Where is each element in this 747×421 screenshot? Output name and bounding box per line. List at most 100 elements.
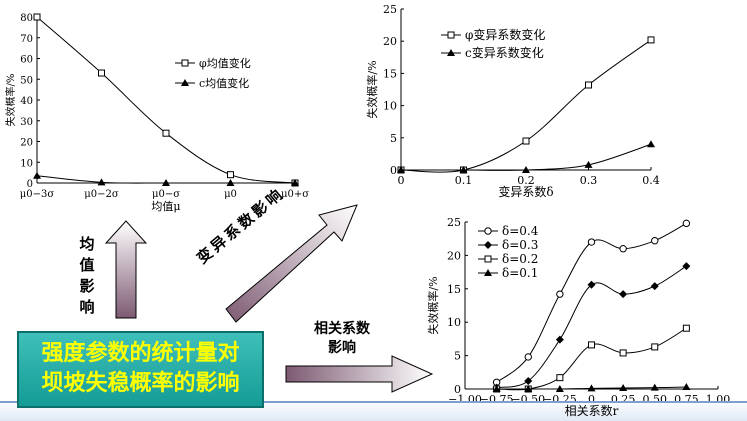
legend-marker — [181, 79, 189, 86]
y-axis-label: 失效概率/% — [426, 276, 440, 334]
data-point — [522, 137, 530, 145]
y-tick-label: 5 — [454, 350, 461, 363]
legend-label: c变异系数变化 — [465, 45, 544, 60]
data-point — [524, 376, 533, 385]
legend-marker — [484, 227, 492, 235]
y-tick-label: 15 — [383, 67, 397, 80]
data-point — [98, 69, 105, 77]
mean-label-char: 响 — [79, 298, 95, 316]
legend-label: δ=0.4 — [502, 224, 539, 238]
y-tick-label: 70 — [20, 34, 33, 45]
y-tick-label: 0 — [390, 164, 397, 177]
x-tick-label: 1.00 — [706, 393, 731, 406]
data-point — [587, 238, 596, 246]
y-tick-label: 20 — [447, 249, 461, 262]
data-point — [33, 171, 41, 179]
data-point — [522, 166, 530, 173]
x-axis-label: 相关系数r — [565, 403, 619, 418]
y-tick-label: 60 — [20, 55, 33, 66]
data-point — [555, 385, 564, 392]
y-tick-label: 10 — [447, 316, 461, 329]
legend-marker — [484, 269, 492, 276]
legend-marker — [484, 255, 492, 263]
corr-influence-label: 相关系数 影响 — [302, 320, 382, 358]
legend-label: δ=0.3 — [502, 238, 538, 252]
x-tick-label: μ0−σ — [152, 189, 180, 200]
data-point — [162, 129, 170, 137]
mean-label-char: 影 — [79, 277, 95, 295]
y-tick-label: 30 — [20, 117, 33, 128]
data-point — [556, 290, 564, 298]
series-line — [36, 16, 296, 184]
data-point — [556, 374, 564, 382]
data-point — [584, 160, 593, 168]
data-point — [619, 349, 627, 357]
y-axis-label: 失效概率/% — [4, 74, 17, 127]
data-point — [588, 341, 595, 349]
data-point — [647, 140, 655, 148]
data-point — [682, 324, 690, 332]
x-tick-label: 0.4 — [642, 174, 660, 187]
mean-influence-label: 均 值 影 响 — [78, 234, 96, 318]
main-title-line2: 坝坡失稳概率的影响 — [41, 371, 240, 396]
data-point — [650, 383, 659, 391]
legend-label: δ=0.2 — [502, 252, 538, 266]
corr-label-line1: 相关系数 — [314, 321, 370, 337]
legend-label: φ均值变化 — [199, 56, 251, 70]
data-point — [682, 219, 691, 228]
data-point — [524, 353, 532, 361]
data-point — [650, 282, 659, 291]
y-tick-label: 5 — [390, 132, 397, 145]
data-point — [682, 382, 691, 390]
y-tick-label: 10 — [20, 158, 33, 169]
x-axis-label: 变异系数δ — [498, 184, 553, 199]
data-point — [587, 280, 596, 289]
data-point — [227, 171, 234, 179]
data-point — [619, 383, 628, 391]
x-tick-label: 0.2 — [517, 174, 535, 187]
data-point — [682, 262, 691, 271]
data-point — [162, 179, 170, 186]
legend-marker — [484, 241, 492, 249]
x-tick-label: 0.75 — [674, 393, 699, 406]
mean-label-char: 值 — [79, 256, 95, 274]
footer-divider — [0, 401, 747, 403]
y-tick-label: 0 — [454, 383, 461, 396]
y-tick-label: 10 — [383, 100, 397, 113]
x-axis-label: 均值μ — [151, 200, 180, 213]
legend-label: δ=0.1 — [502, 266, 538, 280]
data-point — [585, 81, 592, 89]
data-point — [524, 385, 533, 392]
chart-mean: 0 10 20 30 40 50 60 70 80 μ0−3σ μ0−2σ μ0−σ μ0 μ0+σ 均值μ… — [4, 13, 309, 213]
x-tick-label: μ0 — [224, 189, 237, 200]
x-tick-label: 0.50 — [643, 393, 668, 406]
x-tick-label: −0.75 — [480, 393, 514, 406]
main-title-line1: 强度参数的统计量对 — [41, 341, 240, 366]
legend-label: c均值变化 — [199, 76, 249, 90]
y-tick-label: 25 — [383, 3, 397, 16]
x-tick-label: μ0−3σ — [20, 189, 55, 200]
x-tick-label: 0 — [588, 393, 595, 406]
data-point — [651, 237, 659, 245]
corr-influence-arrow — [285, 355, 434, 393]
y-tick-label: 15 — [447, 283, 461, 296]
x-tick-label: 0 — [398, 174, 405, 187]
legend-marker — [447, 49, 455, 56]
y-tick-label: 80 — [20, 13, 33, 24]
data-point — [619, 290, 628, 299]
data-point — [651, 343, 659, 351]
legend-marker — [181, 59, 189, 67]
data-point — [555, 335, 564, 344]
data-point — [291, 179, 299, 186]
chart-cov: 0 5 10 15 20 25 0 0.1 0.2 0.3 0.4 变异系数δ 失效概率/% φ变异系数变… — [365, 3, 660, 199]
y-tick-label: 20 — [383, 35, 397, 48]
y-tick-label: 25 — [447, 216, 461, 229]
y-axis-label: 失效概率/% — [365, 60, 379, 118]
y-tick-label: 20 — [20, 138, 33, 149]
mean-influence-arrow — [104, 220, 148, 319]
y-tick-label: 40 — [20, 96, 33, 107]
y-tick-label: 0 — [27, 179, 33, 190]
x-tick-label: 0.1 — [455, 174, 473, 187]
data-point — [226, 179, 235, 186]
